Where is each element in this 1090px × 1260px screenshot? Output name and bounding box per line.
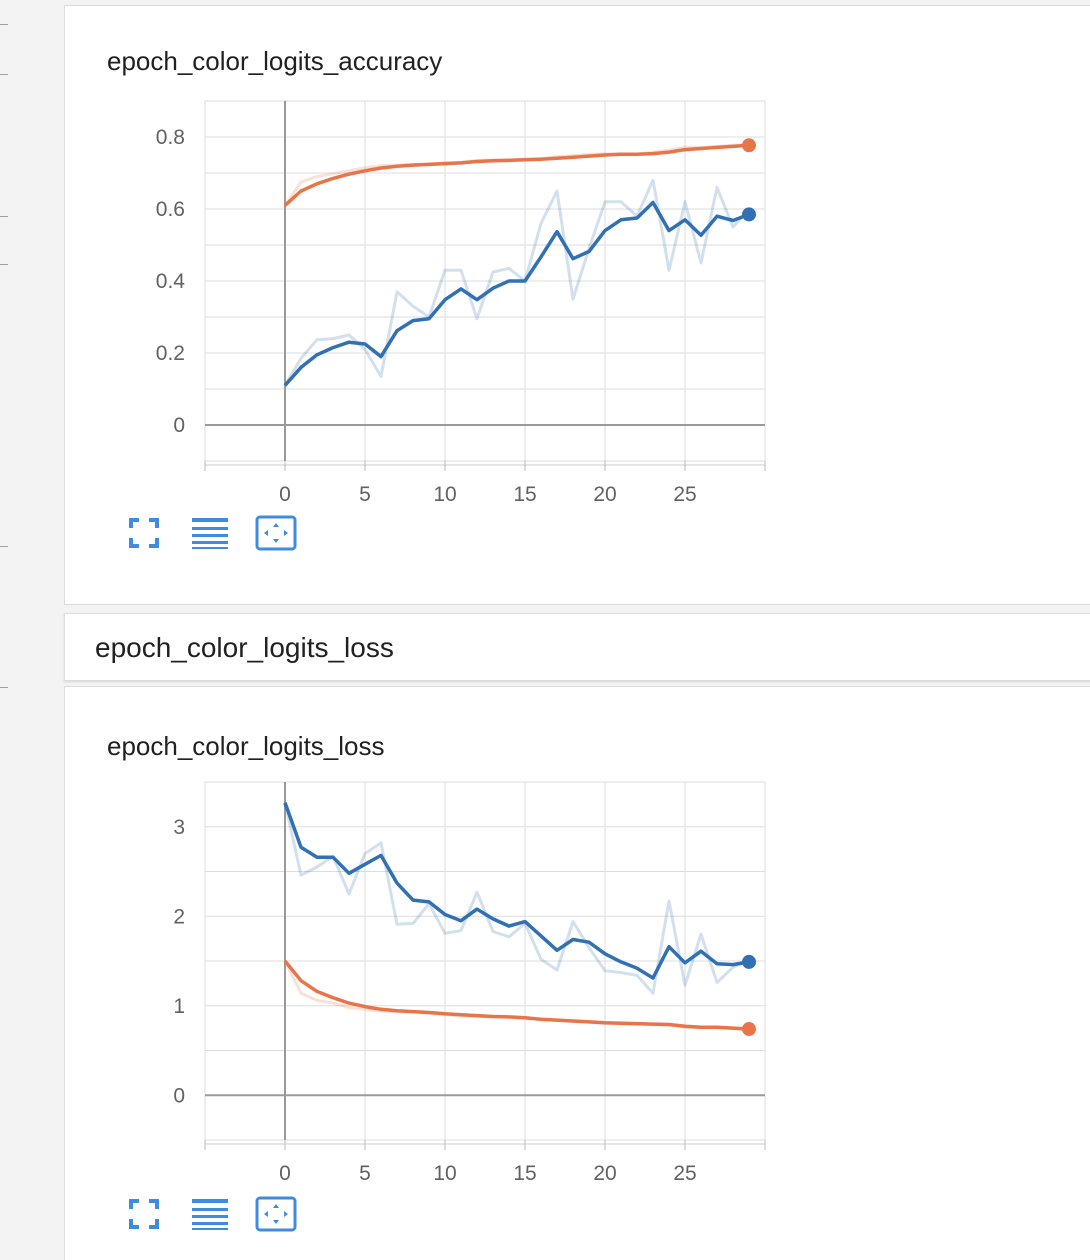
- x-tick-label: 25: [673, 483, 696, 506]
- fit-domain-button[interactable]: [255, 514, 297, 552]
- series-end-marker: [742, 138, 756, 153]
- series-smoothed-line: [283, 200, 750, 387]
- fit-domain-icon: [255, 515, 297, 551]
- x-tick-label: 0: [279, 483, 291, 506]
- plot-frame: [204, 100, 766, 462]
- fit-domain-button[interactable]: [255, 1195, 297, 1233]
- x-tick-label: 25: [673, 1162, 696, 1185]
- rail-divider: [0, 24, 8, 25]
- loss-chart: 0 5 10 15 20 25 0 1 2 3: [173, 781, 766, 1185]
- series-smoothed-line: [283, 143, 750, 207]
- rail-divider: [0, 687, 8, 688]
- rail-divider: [0, 264, 8, 265]
- grid-lines: [204, 100, 766, 462]
- toggle-data-table-button[interactable]: [189, 514, 231, 552]
- y-tick-label: 3: [173, 816, 185, 839]
- x-tick-label: 15: [513, 1162, 536, 1185]
- rail-divider: [0, 74, 8, 75]
- fullscreen-icon: [129, 1199, 159, 1229]
- series-end-marker: [742, 954, 756, 969]
- rail-divider: [0, 216, 8, 217]
- series-raw-line: [283, 802, 750, 995]
- left-rail: [0, 0, 64, 1260]
- series-end-marker: [742, 207, 756, 222]
- series-end-marker: [742, 1022, 756, 1037]
- y-tick-label: 0.4: [156, 270, 186, 293]
- x-tick-label: 15: [513, 483, 536, 506]
- data-table-icon: [192, 1199, 228, 1230]
- chart-card-loss: epoch_color_logits_loss 0 5 10 15 20 25 0 1 2 3: [64, 686, 1090, 1260]
- data-table-icon: [192, 518, 228, 549]
- x-tick-label: 20: [593, 483, 616, 506]
- y-tick-label: 0.2: [156, 342, 185, 365]
- fullscreen-button[interactable]: [123, 1195, 165, 1233]
- chart-card-accuracy: epoch_color_logits_accuracy 0 5 10 15 20 25 0 0…: [64, 5, 1090, 605]
- accuracy-chart: 0 5 10 15 20 25 0 0.2 0.4 0.6 0.8: [156, 100, 766, 506]
- series-smoothed-line: [283, 959, 750, 1031]
- chart-title: epoch_color_logits_loss: [107, 731, 385, 761]
- series-raw-line: [283, 960, 750, 1031]
- x-tick-label: 5: [359, 483, 371, 506]
- series-raw-line: [283, 143, 750, 207]
- x-tick-label: 5: [359, 1162, 371, 1185]
- series-raw-line: [283, 178, 751, 387]
- x-tick-label: 20: [593, 1162, 616, 1185]
- series-smoothed-line: [283, 802, 750, 980]
- x-tick-label: 0: [279, 1162, 291, 1185]
- plot-frame: [204, 781, 766, 1141]
- chart-toolbar: [123, 1195, 297, 1233]
- y-tick-label: 1: [173, 995, 185, 1018]
- toggle-data-table-button[interactable]: [189, 1195, 231, 1233]
- y-tick-label: 0.8: [156, 126, 185, 149]
- y-tick-label: 2: [173, 905, 185, 928]
- fit-domain-icon: [255, 1196, 297, 1232]
- group-header[interactable]: epoch_color_logits_loss: [64, 613, 1090, 681]
- x-tick-label: 10: [433, 483, 456, 506]
- x-tick-label: 10: [433, 1162, 456, 1185]
- y-tick-label: 0: [173, 414, 185, 437]
- y-tick-label: 0.6: [156, 198, 185, 221]
- fullscreen-icon: [129, 518, 159, 548]
- group-title: epoch_color_logits_loss: [95, 632, 394, 663]
- rail-divider: [0, 546, 8, 547]
- y-tick-label: 0: [173, 1084, 185, 1107]
- chart-toolbar: [123, 514, 297, 552]
- chart-title: epoch_color_logits_accuracy: [107, 46, 443, 76]
- fullscreen-button[interactable]: [123, 514, 165, 552]
